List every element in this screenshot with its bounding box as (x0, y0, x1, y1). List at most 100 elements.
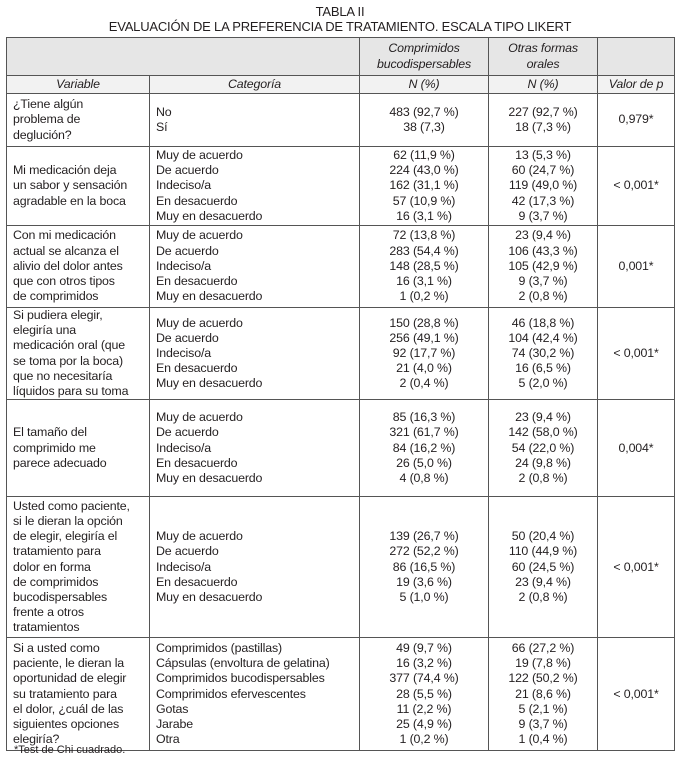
value: 16 (3,1 %) (396, 208, 452, 223)
table-title: EVALUACIÓN DE LA PREFERENCIA DE TRATAMIE… (108, 19, 572, 34)
variable-cell: Mi medicación deja un sabor y sensación … (6, 146, 150, 226)
category-label: Muy de acuerdo (156, 315, 243, 330)
bucodispersables-cell: 85 (16,3 %) 321 (61,7 %) 84 (16,2 %) 26 (5,… (359, 399, 489, 498)
category-label: Muy de acuerdo (156, 228, 243, 243)
category-label: En desacuerdo (156, 574, 238, 589)
category-label: Comprimidos bucodispersables (156, 671, 325, 686)
value: 2 (0,8 %) (518, 590, 568, 605)
categoria-cell: Muy de acuerdo De acuerdo Indeciso/a En des… (149, 496, 360, 639)
value: 9 (3,7 %) (518, 717, 568, 732)
value: 85 (16,3 %) (392, 410, 456, 425)
categoria-cell: Muy de acuerdo De acuerdo Indeciso/a En des… (149, 146, 360, 226)
category-label: Muy de acuerdo (156, 147, 243, 162)
category-label: Cápsulas (envoltura de gelatina) (156, 656, 330, 671)
value: 139 (26,7 %) (389, 529, 459, 544)
value: 66 (27,2 %) (511, 641, 575, 655)
p-value-cell: < 0,001* (597, 146, 675, 226)
variable-cell: Si a usted como paciente, le dieran la o… (6, 637, 150, 752)
value: 162 (31,1 %) (389, 178, 459, 193)
value: 1 (0,4 %) (518, 732, 568, 747)
value: 2 (0,8 %) (518, 471, 568, 486)
category-label: Muy de acuerdo (156, 410, 243, 425)
categoria-cell: Muy de acuerdo De acuerdo Indeciso/a En des… (149, 399, 360, 498)
variable-cell: Usted como paciente, si le dieran la opc… (6, 496, 150, 639)
category-label: Gotas (156, 701, 189, 716)
otras-cell: 50 (20,4 %) 110 (44,9 %) 60 (24,5 %) 23 (9,… (488, 496, 598, 639)
value: 9 (3,7 %) (518, 208, 568, 223)
value: 21 (8,6 %) (515, 686, 571, 701)
value: 60 (24,5 %) (511, 559, 575, 574)
categoria-cell: Muy de acuerdo De acuerdo Indeciso/a En des… (149, 306, 360, 401)
value: 106 (43,3 %) (508, 243, 578, 258)
variable-cell: Si pudiera elegir, elegiría una medicaci… (6, 306, 150, 401)
value: 105 (42,9 %) (508, 258, 578, 273)
value: 16 (3,2 %) (396, 656, 452, 671)
value: 46 (18,8 %) (511, 315, 575, 330)
footnote: *Test de Chi cuadrado. (14, 744, 126, 756)
value: 84 (16,2 %) (392, 440, 456, 455)
value: 18 (7,3 %) (515, 120, 571, 134)
value: 2 (0,4 %) (399, 376, 449, 391)
p-value-cell: < 0,001* (597, 637, 675, 752)
categoria-cell: Muy de acuerdo De acuerdo Indeciso/a En des… (149, 225, 360, 308)
value: 26 (5,0 %) (396, 455, 452, 470)
bucodispersables-cell: 139 (26,7 %) 272 (52,2 %) 86 (16,5 %) 19 (3… (359, 496, 489, 639)
value: 483 (92,7 %) (389, 104, 459, 119)
value: 23 (9,4 %) (515, 228, 571, 243)
category-label: Indeciso/a (156, 178, 211, 193)
p-value-cell: 0,979* (597, 93, 675, 147)
category-label: De acuerdo (156, 330, 219, 345)
category-label: Indeciso/a (156, 440, 211, 455)
value: 86 (16,5 %) (392, 559, 456, 574)
value: 5 (1,0 %) (399, 590, 449, 605)
bucodispersables-cell: 62 (11,9 %) 224 (43,0 %) 162 (31,1 %) 57 (1… (359, 146, 489, 226)
bucodispersables-cell: 150 (28,8 %) 256 (49,1 %) 92 (17,7 %) 21 (4… (359, 306, 489, 401)
category-label: Comprimidos (pastillas) (156, 641, 282, 655)
category-label: Otra (156, 732, 180, 747)
category-label: Muy en desacuerdo (156, 471, 263, 486)
table-row: Con mi medicación actual se alcanza el a… (6, 225, 675, 308)
value: 62 (11,9 %) (393, 147, 455, 162)
value: 256 (49,1 %) (389, 330, 459, 345)
value: 16 (6,5 %) (515, 361, 571, 376)
group-header-row: Comprimidos bucodispersables Otras forma… (6, 37, 675, 76)
header-categoria: Categoría (149, 75, 360, 94)
category-label: De acuerdo (156, 425, 219, 440)
value: 5 (2,0 %) (518, 376, 568, 391)
value: 74 (30,2 %) (511, 346, 575, 360)
category-label: Sí (156, 120, 168, 134)
bucodispersables-cell: 483 (92,7 %) 38 (7,3) (359, 93, 489, 147)
value: 104 (42,4 %) (508, 330, 578, 345)
value: 150 (28,8 %) (389, 315, 459, 330)
p-value-cell: 0,004* (597, 399, 675, 498)
value: 148 (28,5 %) (389, 258, 459, 273)
value: 60 (24,7 %) (511, 163, 575, 178)
p-value-cell: < 0,001* (597, 306, 675, 401)
header-blank (6, 37, 360, 76)
category-label: Comprimidos efervescentes (156, 686, 306, 701)
variable-cell: ¿Tiene algún problema de deglución? (6, 93, 150, 147)
value: 50 (20,4 %) (511, 529, 575, 544)
value: 9 (3,7 %) (518, 274, 568, 289)
likert-table: Comprimidos bucodispersables Otras forma… (6, 37, 675, 752)
value: 321 (61,7 %) (389, 425, 459, 440)
category-label: Indeciso/a (156, 346, 211, 360)
header-variable: Variable (6, 75, 150, 94)
value: 1 (0,2 %) (399, 289, 449, 304)
category-label: No (156, 104, 172, 119)
value: 2 (0,8 %) (518, 289, 568, 304)
value: 42 (17,3 %) (511, 193, 575, 208)
category-label: De acuerdo (156, 243, 219, 258)
otras-cell: 227 (92,7 %) 18 (7,3 %) (488, 93, 598, 147)
value: 72 (13,8 %) (392, 228, 456, 243)
category-label: Muy en desacuerdo (156, 208, 263, 223)
value: 19 (3,6 %) (396, 574, 452, 589)
otras-cell: 46 (18,8 %) 104 (42,4 %) 74 (30,2 %) 16 (6,… (488, 306, 598, 401)
value: 4 (0,8 %) (399, 471, 449, 486)
value: 377 (74,4 %) (389, 671, 459, 686)
category-label: De acuerdo (156, 163, 219, 178)
otras-cell: 23 (9,4 %) 106 (43,3 %) 105 (42,9 %) 9 (3,7… (488, 225, 598, 308)
value: 122 (50,2 %) (508, 671, 578, 686)
value: 142 (58,0 %) (508, 425, 578, 440)
value: 28 (5,5 %) (396, 686, 452, 701)
